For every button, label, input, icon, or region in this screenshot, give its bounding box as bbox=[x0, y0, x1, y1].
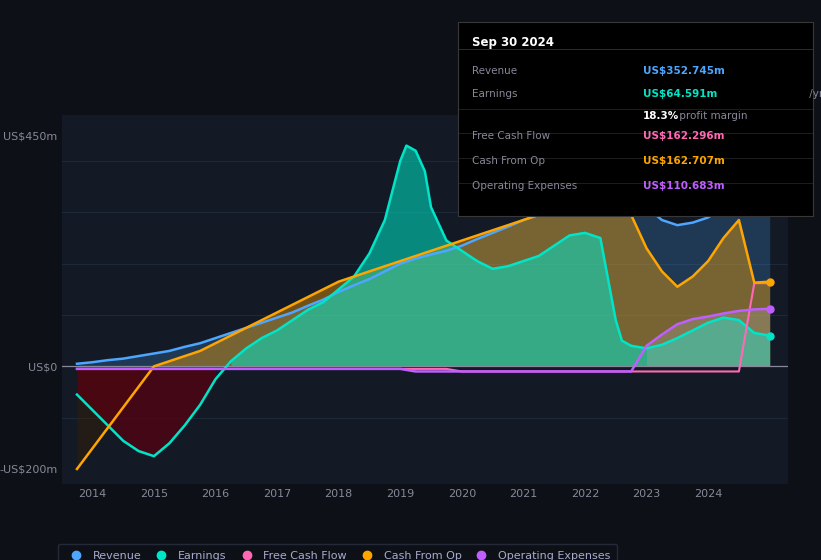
Text: 18.3%: 18.3% bbox=[643, 111, 679, 121]
Text: US$162.707m: US$162.707m bbox=[643, 156, 724, 166]
Text: Operating Expenses: Operating Expenses bbox=[472, 181, 577, 190]
Text: US$162.296m: US$162.296m bbox=[643, 132, 724, 141]
Text: US$110.683m: US$110.683m bbox=[643, 181, 724, 190]
Text: /yr: /yr bbox=[805, 89, 821, 99]
Text: profit margin: profit margin bbox=[677, 111, 748, 121]
Text: US$352.745m: US$352.745m bbox=[643, 66, 724, 76]
Text: Free Cash Flow: Free Cash Flow bbox=[472, 132, 550, 141]
Text: Cash From Op: Cash From Op bbox=[472, 156, 545, 166]
Text: Earnings: Earnings bbox=[472, 89, 518, 99]
Text: Revenue: Revenue bbox=[472, 66, 517, 76]
Legend: Revenue, Earnings, Free Cash Flow, Cash From Op, Operating Expenses: Revenue, Earnings, Free Cash Flow, Cash … bbox=[58, 544, 617, 560]
Text: US$64.591m: US$64.591m bbox=[643, 89, 717, 99]
Text: Sep 30 2024: Sep 30 2024 bbox=[472, 36, 554, 49]
